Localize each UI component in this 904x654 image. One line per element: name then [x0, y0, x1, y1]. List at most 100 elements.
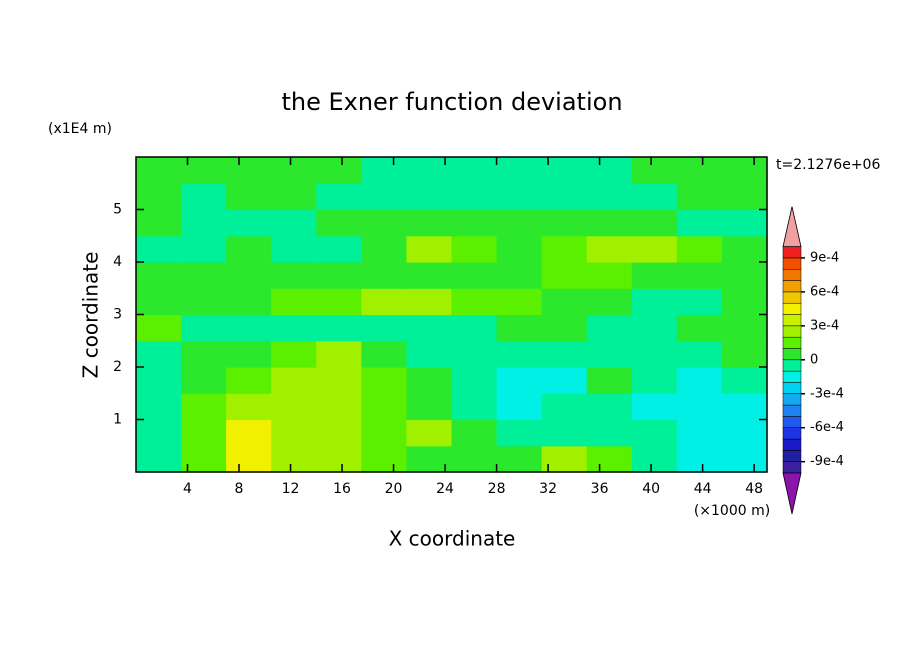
contour-cell	[721, 157, 768, 184]
x-tick-label: 36	[591, 481, 609, 497]
x-tick-label: 8	[235, 481, 244, 497]
contour-cell	[586, 419, 633, 447]
contour-cell	[316, 314, 362, 342]
contour-cell	[496, 419, 543, 447]
contour-cell	[181, 157, 227, 184]
contour-cell	[721, 209, 768, 237]
contour-cell	[181, 445, 227, 473]
contour-cell	[676, 340, 723, 368]
contour-cell	[586, 393, 633, 421]
contour-cell	[541, 419, 588, 447]
contour-cell	[316, 288, 362, 316]
colorbar-band	[782, 461, 802, 474]
contour-cell	[316, 419, 362, 447]
contour-cell	[316, 393, 362, 421]
colorbar-band	[782, 416, 802, 428]
contour-cell	[226, 288, 272, 316]
contour-cell	[316, 209, 362, 237]
x-tick-label: 44	[694, 481, 712, 497]
contour-cell	[586, 367, 633, 394]
contour-cell	[586, 314, 633, 342]
contour-cell	[226, 183, 272, 211]
contour-cell	[181, 262, 227, 289]
colorbar-tick-label: -6e-4	[810, 420, 844, 435]
contour-cell	[676, 393, 723, 421]
x-tick-label: 4	[183, 481, 192, 497]
contour-cell	[271, 262, 317, 289]
colorbar-tick-label: 6e-4	[810, 284, 839, 299]
contour-cell	[271, 367, 317, 394]
contour-cell	[361, 262, 408, 289]
contour-cell	[676, 157, 723, 184]
contour-cell	[316, 235, 362, 263]
contour-cell	[361, 340, 408, 368]
contour-cell	[136, 314, 182, 342]
contour-cell	[541, 183, 588, 211]
contour-cell	[496, 157, 543, 184]
colorbar-band	[782, 348, 802, 361]
contour-cell	[541, 209, 588, 237]
contour-cell	[586, 262, 633, 289]
contour-cell	[721, 262, 768, 289]
contour-cell	[541, 393, 588, 421]
contour-cell	[406, 340, 453, 368]
contour-cell	[586, 183, 633, 211]
contour-cell	[676, 262, 723, 289]
contour-cell	[226, 314, 272, 342]
colorbar-band	[782, 246, 802, 259]
colorbar-band	[782, 268, 802, 281]
contour-cell	[181, 393, 227, 421]
contour-cell	[631, 288, 678, 316]
contour-cell	[226, 209, 272, 237]
contour-cell	[226, 419, 272, 447]
contour-cell	[271, 393, 317, 421]
x-tick-label: 20	[385, 481, 403, 497]
x-unit: (×1000 m)	[694, 503, 770, 519]
contour-cell	[361, 419, 408, 447]
contour-cell	[676, 314, 723, 342]
contour-cell	[721, 314, 768, 342]
contour-cell	[631, 183, 678, 211]
y-tick-label: 1	[113, 412, 122, 428]
contour-cell	[406, 288, 453, 316]
contour-cell	[271, 235, 317, 263]
contour-cell	[226, 445, 272, 473]
contour-cell	[181, 367, 227, 394]
contour-cell	[316, 262, 362, 289]
x-tick-label: 16	[333, 481, 351, 497]
contour-cell	[496, 340, 543, 368]
colorbar-band	[782, 302, 802, 315]
contour-cell	[676, 209, 723, 237]
contour-cell	[406, 262, 453, 289]
colorbar-band	[782, 257, 802, 270]
y-tick-label: 2	[113, 359, 122, 375]
contour-cell	[181, 183, 227, 211]
chart-title: the Exner function deviation	[281, 88, 622, 116]
contour-cell	[136, 367, 182, 394]
contour-cell	[136, 445, 182, 473]
contour-cell	[631, 262, 678, 289]
contour-cell	[496, 183, 543, 211]
contour-cell	[226, 367, 272, 394]
contour-cell	[451, 419, 498, 447]
contour-cell	[496, 445, 543, 473]
x-axis-label: X coordinate	[389, 527, 516, 551]
y-tick-label: 3	[113, 307, 122, 323]
contour-cell	[496, 393, 543, 421]
contour-cell	[586, 445, 633, 473]
contour-cell	[361, 183, 408, 211]
contour-cell	[631, 445, 678, 473]
contour-cell	[406, 419, 453, 447]
colorbar-band	[782, 393, 802, 406]
contour-cell	[136, 393, 182, 421]
colorbar-band	[782, 450, 802, 462]
colorbar-band	[782, 427, 802, 440]
contour-cell	[541, 367, 588, 394]
contour-cell	[541, 262, 588, 289]
contour-cell	[361, 235, 408, 263]
contour-cell	[451, 235, 498, 263]
contour-cell	[496, 209, 543, 237]
x-tick-label: 40	[642, 481, 660, 497]
colorbar-band	[782, 325, 802, 338]
contour-cell	[181, 340, 227, 368]
